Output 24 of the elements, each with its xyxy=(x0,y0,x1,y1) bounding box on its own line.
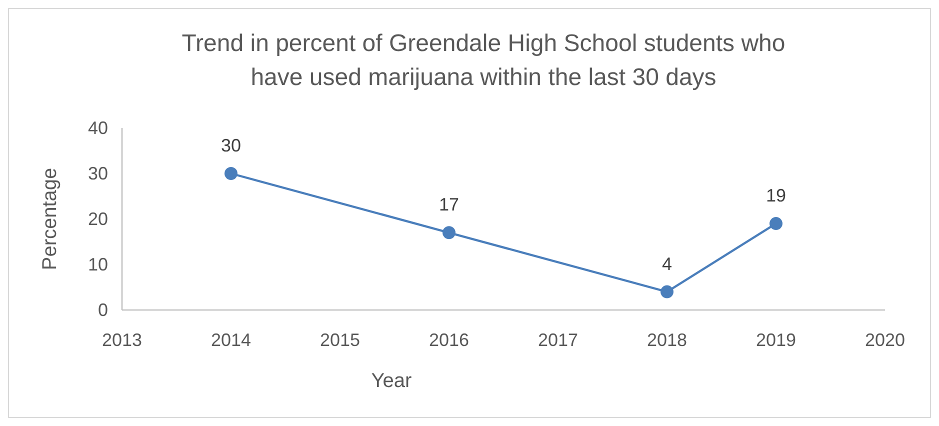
point xyxy=(660,285,674,298)
data-label: 30 xyxy=(220,136,242,156)
x-tick-label: 2013 xyxy=(102,330,142,350)
data-label: 19 xyxy=(766,186,786,206)
point xyxy=(770,217,782,230)
point xyxy=(224,167,238,180)
y-tick-label: 0 xyxy=(98,300,108,320)
y-tick-label: 20 xyxy=(88,209,108,229)
point xyxy=(442,226,456,240)
chart-title: Trend in percent of Greendale High School students who have used marijuana within the last 30 days xyxy=(182,30,786,91)
y-axis-title: Percentage xyxy=(39,168,61,270)
x-tick-label: 2015 xyxy=(320,330,360,350)
x-tick-label: 2019 xyxy=(756,330,796,350)
data-label: 4 xyxy=(662,254,672,274)
y-tick-label: 10 xyxy=(88,254,108,274)
x-axis-title: Year xyxy=(371,370,412,392)
x-tick-label: 2014 xyxy=(210,330,252,350)
data-label: 17 xyxy=(438,194,460,215)
y-tick-label: 40 xyxy=(88,118,108,138)
x-tick-label: 2020 xyxy=(864,330,906,350)
y-tick-label: 30 xyxy=(88,164,108,184)
x-tick-label: 2017 xyxy=(538,330,578,350)
x-tick-label: 2016 xyxy=(428,330,470,350)
x-tick-label: 2018 xyxy=(646,330,688,350)
